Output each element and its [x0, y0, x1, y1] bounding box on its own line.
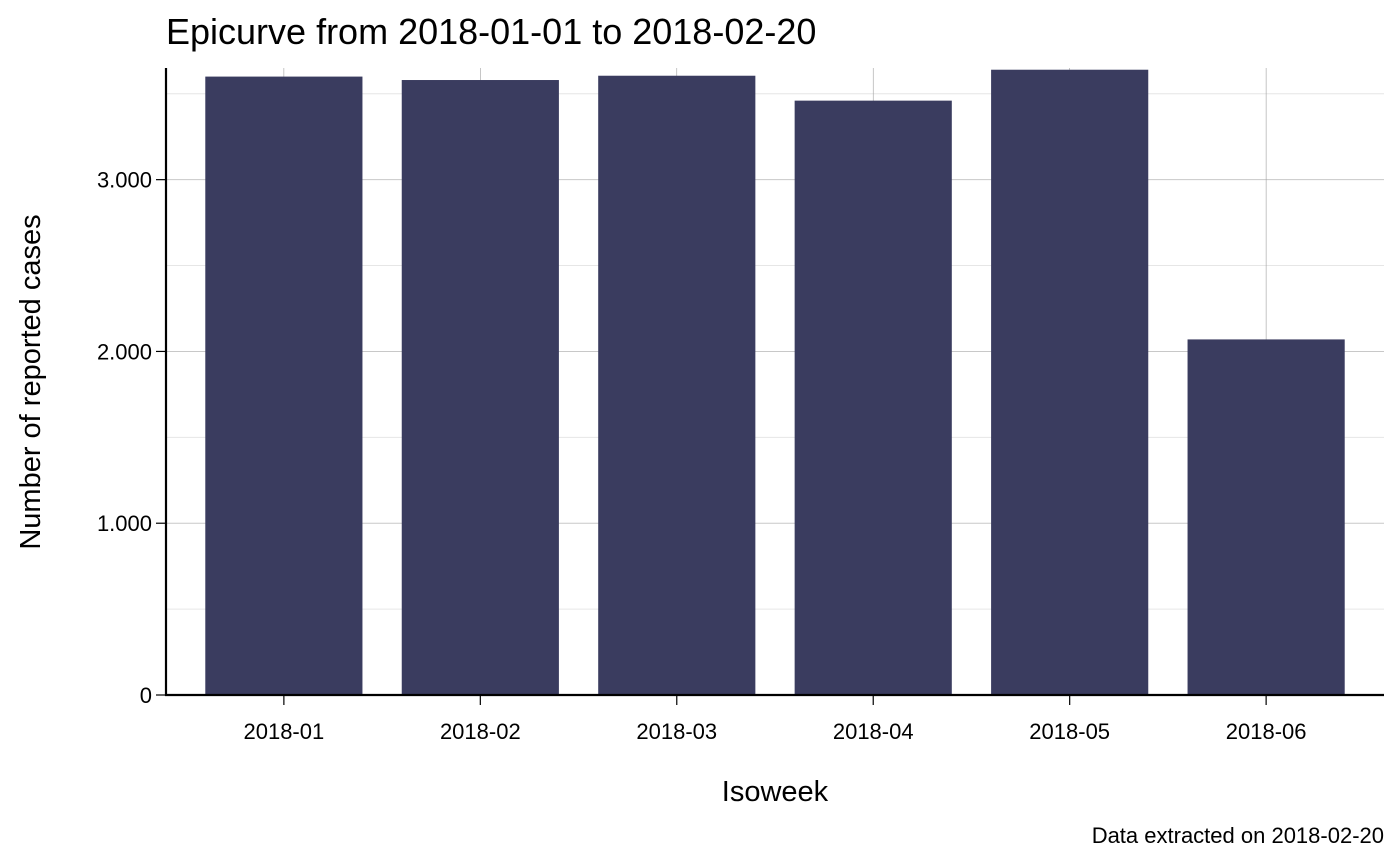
axes: 0 1.000 2.000 3.000 2018-01 2018-02 2018-03 201…	[97, 68, 1384, 744]
bar-2018-01	[205, 76, 363, 695]
chart-title: Epicurve from 2018-01-01 to 2018-02-20	[166, 11, 816, 52]
x-tick-label: 2018-05	[1029, 719, 1110, 744]
bar-2018-03	[598, 75, 756, 695]
bar-2018-06	[1187, 339, 1345, 695]
bar-2018-05	[991, 69, 1149, 695]
x-tick-label: 2018-03	[636, 719, 717, 744]
y-tick-label: 1.000	[97, 511, 152, 536]
y-tick-label: 3.000	[97, 168, 152, 193]
x-tick-label: 2018-01	[243, 719, 324, 744]
y-axis-title: Number of reported cases	[15, 214, 47, 549]
caption: Data extracted on 2018-02-20	[1092, 823, 1384, 848]
y-tick-label: 0	[140, 683, 152, 708]
x-tick-label: 2018-06	[1226, 719, 1307, 744]
y-tick-label: 2.000	[97, 339, 152, 364]
x-tick-label: 2018-02	[440, 719, 521, 744]
bars	[205, 69, 1345, 695]
x-tick-label: 2018-04	[833, 719, 914, 744]
bar-2018-04	[794, 100, 952, 695]
bar-2018-02	[401, 80, 559, 695]
x-axis-title: Isoweek	[722, 776, 829, 808]
